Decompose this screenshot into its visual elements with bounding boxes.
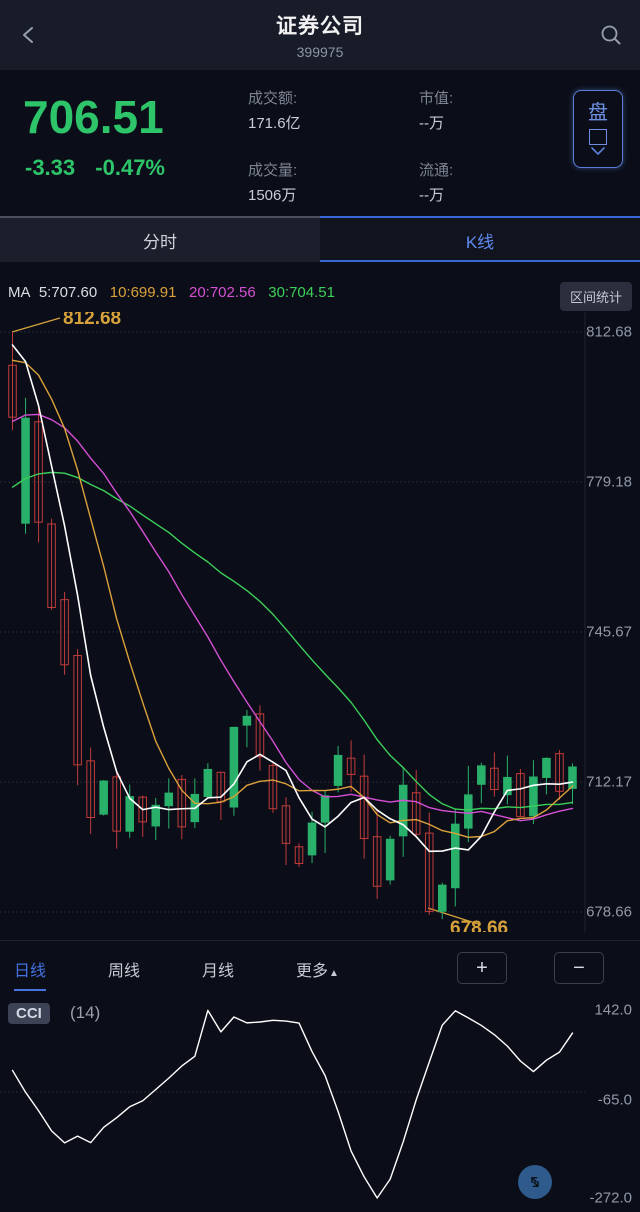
svg-text:812.68: 812.68 [63,312,121,329]
svg-text:678.66: 678.66 [450,918,508,932]
